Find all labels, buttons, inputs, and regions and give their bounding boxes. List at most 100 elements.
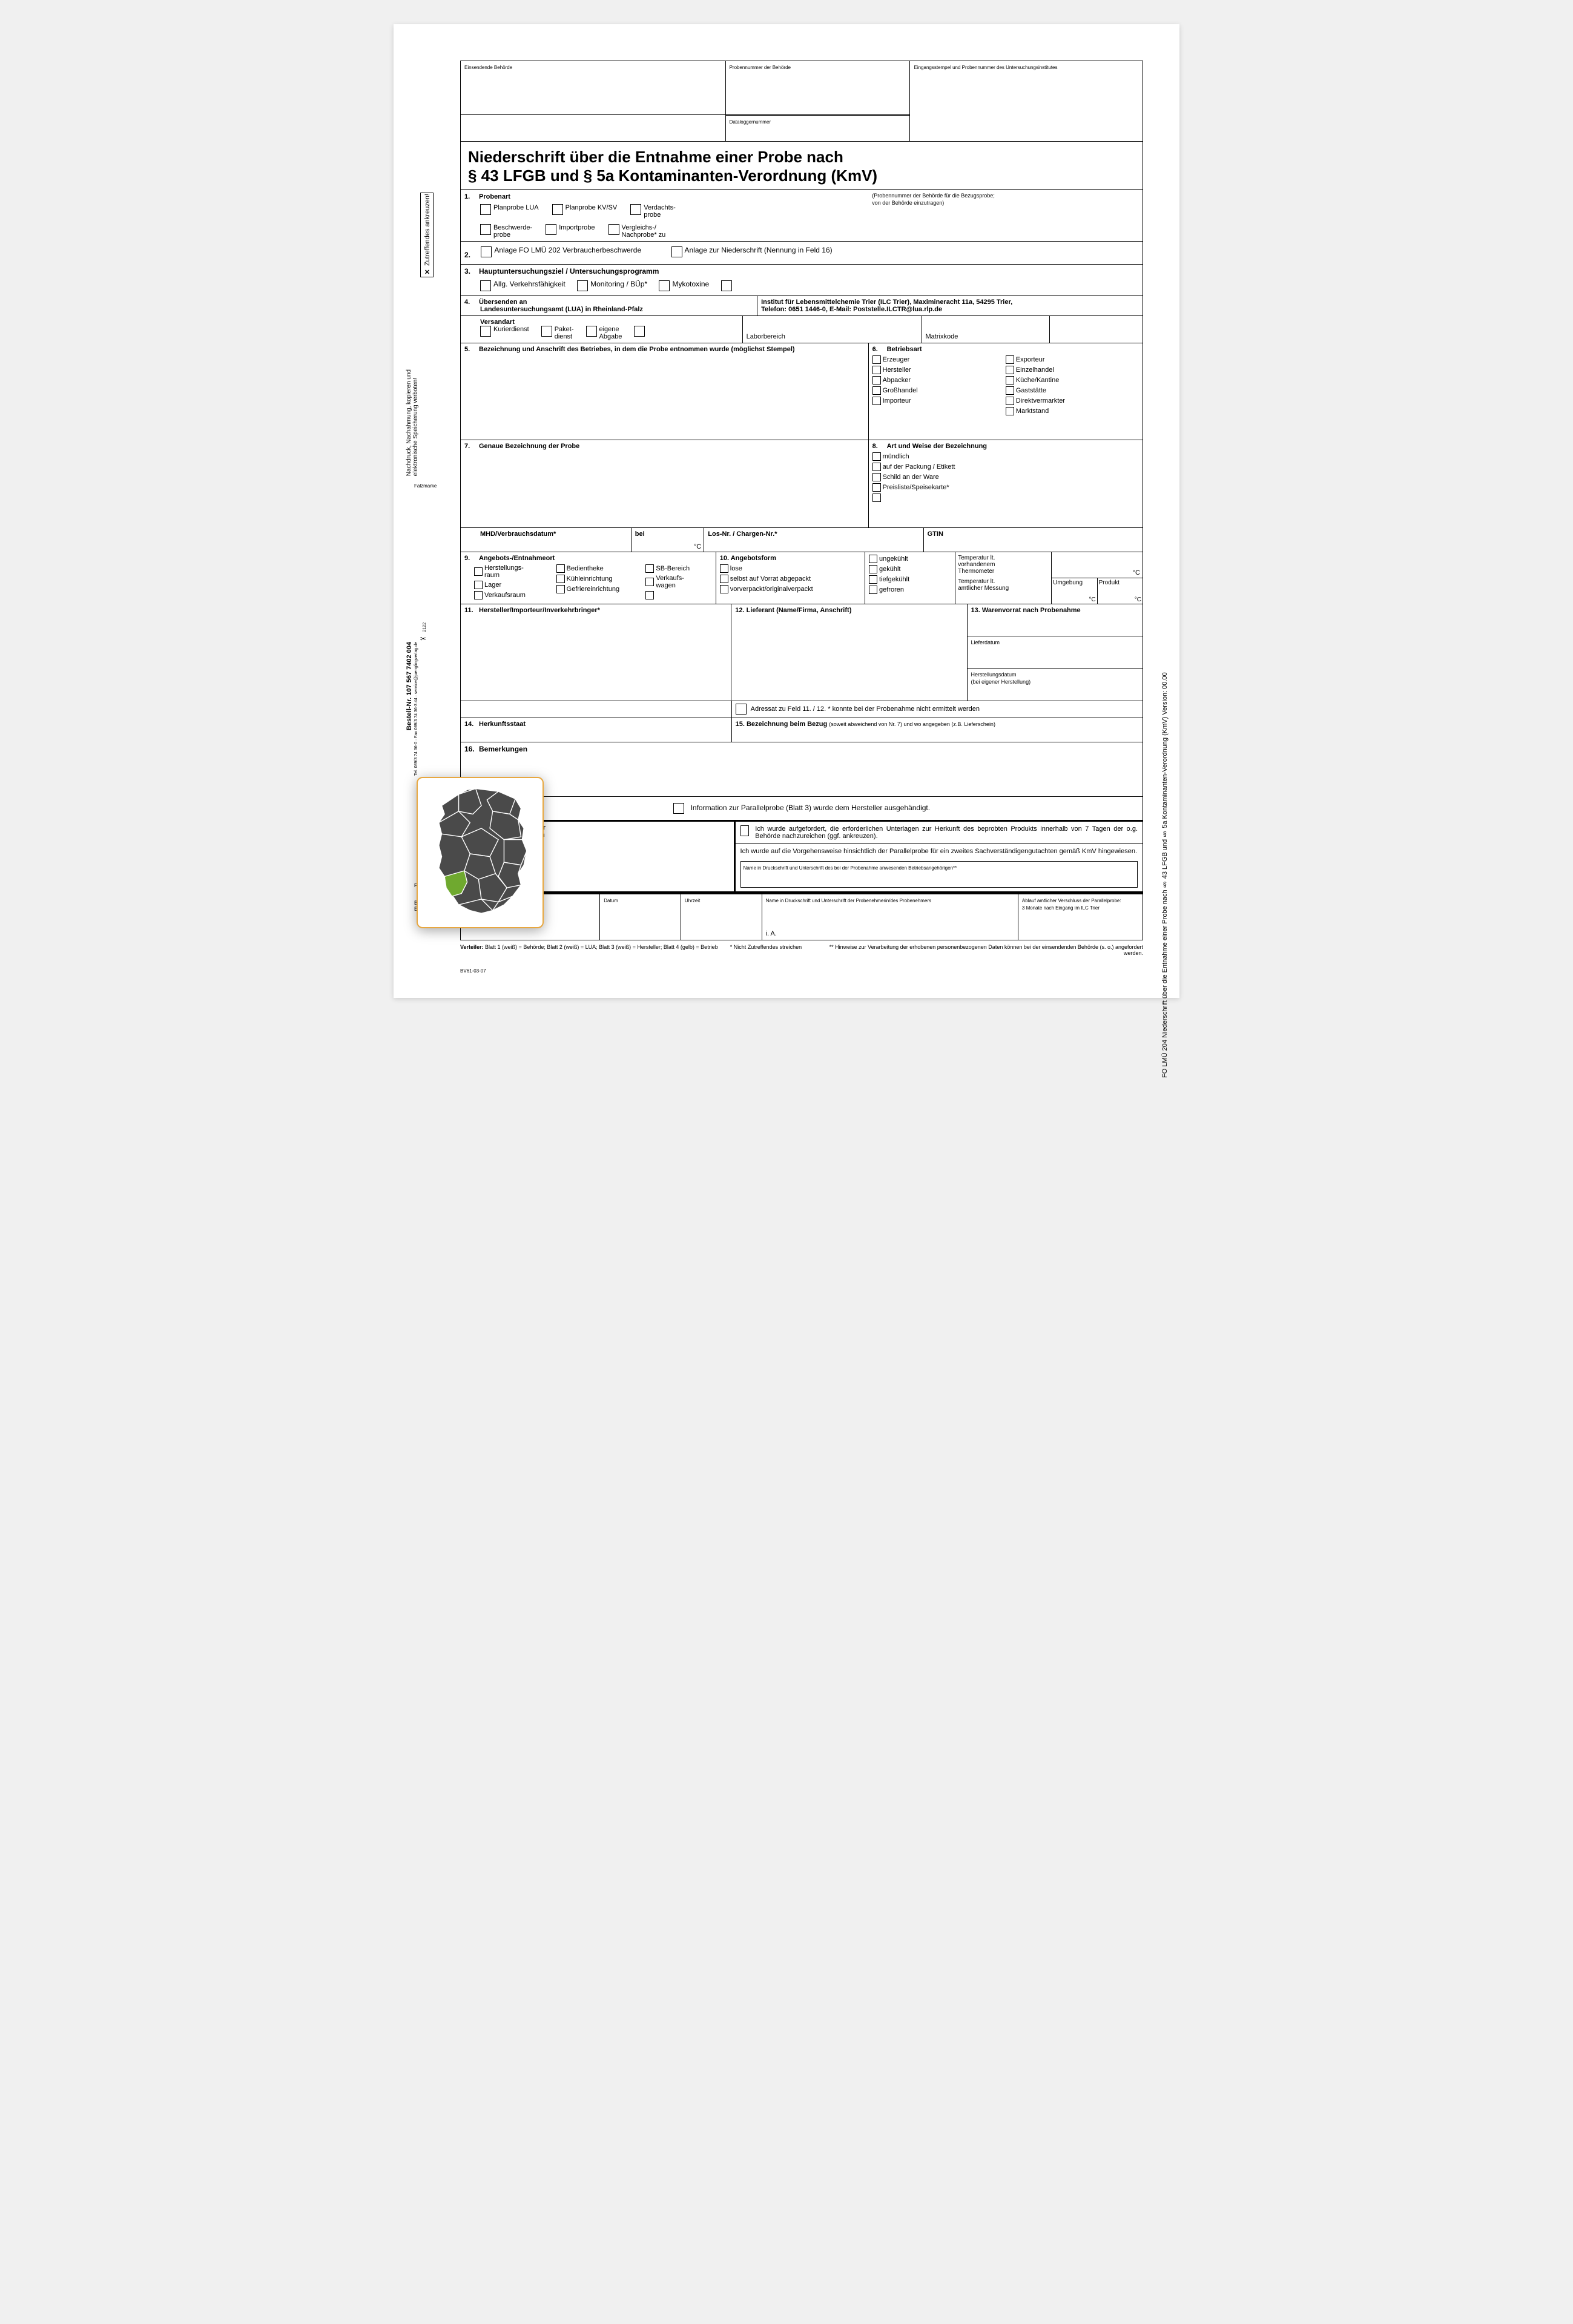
cb-parallelprobe[interactable] <box>673 803 684 814</box>
cb-marktstand[interactable]: Marktstand <box>1006 407 1139 415</box>
stamp-box[interactable]: Eingangsstempel und Probennummer des Unt… <box>909 61 1143 115</box>
ablauf-verschluss: Ablauf amtlicher Verschluss der Parallel… <box>1018 894 1143 940</box>
probe-number[interactable]: Probennummer der Behörde <box>725 61 910 115</box>
cb-gaststaette[interactable]: Gaststätte <box>1006 386 1139 395</box>
cb-hersteller[interactable]: Hersteller <box>872 366 1006 374</box>
cb-selbst-vorrat[interactable]: selbst auf Vorrat abgepackt <box>720 575 861 583</box>
bemerkungen[interactable]: 16.Bemerkungen <box>460 742 1143 797</box>
section-7-8: 7.Genaue Bezeichnung der Probe 8.Art und… <box>460 440 1143 528</box>
ankreuzen-box: ✕ Zutreffendes ankreuzen! <box>420 193 434 277</box>
form-page: ✕ Zutreffendes ankreuzen! Nachdruck, Nac… <box>394 24 1179 998</box>
cb-einzelhandel[interactable]: Einzelhandel <box>1006 366 1139 374</box>
lieferant-field[interactable]: 12. Lieferant (Name/Firma, Anschrift) <box>731 604 966 701</box>
cb-verdachtsprobe[interactable]: Verdachts- probe <box>630 204 676 219</box>
cb-lager[interactable]: Lager <box>474 581 555 589</box>
cb-schild[interactable]: Schild an der Ware <box>872 473 1139 481</box>
section-17: ortlichen bzw. des bei der den Betriebsa… <box>460 822 1143 892</box>
cb-beschwerdeprobe[interactable]: Beschwerde- probe <box>480 224 532 239</box>
cb-paket[interactable]: Paket- dienst <box>541 326 574 340</box>
cb-exporteur[interactable]: Exporteur <box>1006 355 1139 364</box>
betrieb-anschrift[interactable]: 5.Bezeichnung und Anschrift des Betriebe… <box>460 343 868 440</box>
cb-other-goal[interactable] <box>721 280 734 291</box>
herkunftsstaat[interactable]: 14.Herkunftsstaat <box>460 718 731 742</box>
art-bezeichnung: 8.Art und Weise der Bezeichnung mündlich… <box>868 440 1143 528</box>
cb-kuehleinrichtung[interactable]: Kühleinrichtung <box>556 575 645 583</box>
probe-bezeichnung[interactable]: 7.Genaue Bezeichnung der Probe <box>460 440 868 528</box>
cb-adressat[interactable] <box>736 704 747 715</box>
laborbereich[interactable]: Laborbereich <box>742 316 922 343</box>
cb-ungekuehlt[interactable]: ungekühlt <box>869 555 951 563</box>
cb-lose[interactable]: lose <box>720 564 861 573</box>
section-4-versand: Versandart Kurierdienst Paket- dienst ei… <box>460 316 1143 343</box>
cb-vergleichsprobe[interactable]: Vergleichs-/ Nachprobe* zu <box>608 224 666 239</box>
datalogger-number[interactable]: Dataloggernummer <box>725 115 910 142</box>
bei-field[interactable]: bei°C <box>631 528 704 552</box>
cb-bedientheke[interactable]: Bedientheke <box>556 564 645 573</box>
cb-unterlagen[interactable] <box>740 825 750 836</box>
bestell-note: Bestell-Nr. 107 567 7402 004 <box>406 642 413 730</box>
cb-planprobe-kvsv[interactable]: Planprobe KV/SV <box>552 204 618 219</box>
datum-field[interactable]: Datum <box>599 894 681 940</box>
mhd-field[interactable]: MHD/Verbrauchsdatum* <box>460 528 631 552</box>
cb-preisliste[interactable]: Preisliste/Speisekarte* <box>872 483 1139 492</box>
cb-bezeichnung-other[interactable] <box>872 494 1139 502</box>
falzmarke-1: Falzmarke <box>414 483 437 489</box>
cb-herstellungsraum[interactable]: Herstellungs- raum <box>474 564 555 579</box>
signature-betriebsangehoeriger[interactable]: Name in Druckschrift und Unterschrift de… <box>740 861 1138 888</box>
cb-anlage-verbraucher[interactable]: Anlage FO LMÜ 202 Verbraucherbeschwerde <box>481 246 641 257</box>
herstellungsdatum[interactable]: Herstellungsdatum (bei eigener Herstellu… <box>968 668 1143 701</box>
nachdruck-note: Nachdruck, Nachahmung, kopieren und elek… <box>406 369 419 476</box>
cb-vorverpackt[interactable]: vorverpackt/originalverpackt <box>720 585 861 593</box>
header-row-2: Dataloggernummer <box>460 115 1143 142</box>
matrix-blank[interactable] <box>1049 316 1143 343</box>
footer: Verteiler: Blatt 1 (weiß) = Behörde; Bla… <box>460 944 1143 956</box>
bezeichnung-bezug[interactable]: 15. Bezeichnung beim Bezug (soweit abwei… <box>731 718 1143 742</box>
cb-gekuehlt[interactable]: gekühlt <box>869 565 951 573</box>
cb-gefrier[interactable]: Gefriereinrichtung <box>556 585 645 593</box>
uhrzeit-field[interactable]: Uhrzeit <box>681 894 762 940</box>
cb-abpacker[interactable]: Abpacker <box>872 376 1006 385</box>
lieferdatum[interactable]: Lieferdatum <box>968 636 1143 668</box>
cb-monitoring[interactable]: Monitoring / BÜp* <box>577 280 647 291</box>
cb-erzeuger[interactable]: Erzeuger <box>872 355 1006 364</box>
right-margin-text: FO LMÜ 204 Niederschrift über die Entnah… <box>1161 497 1169 1078</box>
section-4-address: 4.Übersenden an Landesuntersuchungsamt (… <box>460 296 1143 316</box>
cb-eigene[interactable]: eigene Abgabe <box>586 326 622 340</box>
cb-verkaufswagen[interactable]: Verkaufs- wagen <box>645 575 711 589</box>
cb-planprobe-lua[interactable]: Planprobe LUA <box>480 204 539 219</box>
header-row-1: Einsendende Behörde Probennummer der Beh… <box>460 61 1143 115</box>
cb-entnahme-other[interactable] <box>645 591 711 599</box>
cb-verkaufsraum[interactable]: Verkaufsraum <box>474 591 555 599</box>
cb-importeur[interactable]: Importeur <box>872 397 1006 405</box>
scissors-icon: ✂ <box>420 635 426 643</box>
cb-versand-other[interactable] <box>634 326 647 340</box>
cb-sb[interactable]: SB-Bereich <box>645 564 711 573</box>
cb-gefroren[interactable]: gefroren <box>869 586 951 594</box>
probenehmer-signature[interactable]: Name in Druckschrift und Unterschrift de… <box>762 894 1018 940</box>
matrixkode[interactable]: Matrixkode <box>922 316 1049 343</box>
cb-anlage-niederschrift[interactable]: Anlage zur Niederschrift (Nennung in Fel… <box>671 246 833 257</box>
section-11-12-13: 11.Hersteller/Importeur/Inverkehrbringer… <box>460 604 1143 701</box>
cb-kueche[interactable]: Küche/Kantine <box>1006 376 1139 385</box>
gtin-field[interactable]: GTIN <box>923 528 1143 552</box>
sender-authority[interactable]: Einsendende Behörde <box>460 61 725 115</box>
section-2: 2. Anlage FO LMÜ 202 Verbraucherbeschwer… <box>460 242 1143 265</box>
cb-muendlich[interactable]: mündlich <box>872 452 1139 461</box>
x-mark: ✕ <box>424 268 431 276</box>
ankreuzen-text: Zutreffendes ankreuzen! <box>424 194 431 266</box>
germany-map-overlay <box>417 777 544 928</box>
cb-tiefgekuehlt[interactable]: tiefgekühlt <box>869 575 951 584</box>
bestell-sub: Tel. 089/3 74 36-0 · Fax 089/3 74 36-3 4… <box>414 642 419 776</box>
hersteller-field[interactable]: 11.Hersteller/Importeur/Inverkehrbringer… <box>460 604 731 701</box>
section-1: 1.Probenart Planprobe LUA Planprobe KV/S… <box>460 190 1143 241</box>
los-field[interactable]: Los-Nr. / Chargen-Nr.* <box>704 528 923 552</box>
cb-verkehrsfaehigkeit[interactable]: Allg. Verkehrsfähigkeit <box>480 280 566 291</box>
cb-mykotoxine[interactable]: Mykotoxine <box>659 280 709 291</box>
cb-packung[interactable]: auf der Packung / Etikett <box>872 463 1139 471</box>
mhd-row: MHD/Verbrauchsdatum* bei°C Los-Nr. / Cha… <box>460 528 1143 552</box>
section-9-10: 9.Angebots-/Entnahmeort Herstellungs- ra… <box>460 552 1143 604</box>
cb-grosshandel[interactable]: Großhandel <box>872 386 1006 395</box>
cb-kurier[interactable]: Kurierdienst <box>480 326 529 340</box>
cb-direktvermarkter[interactable]: Direktvermarkter <box>1006 397 1139 405</box>
cb-importprobe[interactable]: Importprobe <box>546 224 595 239</box>
